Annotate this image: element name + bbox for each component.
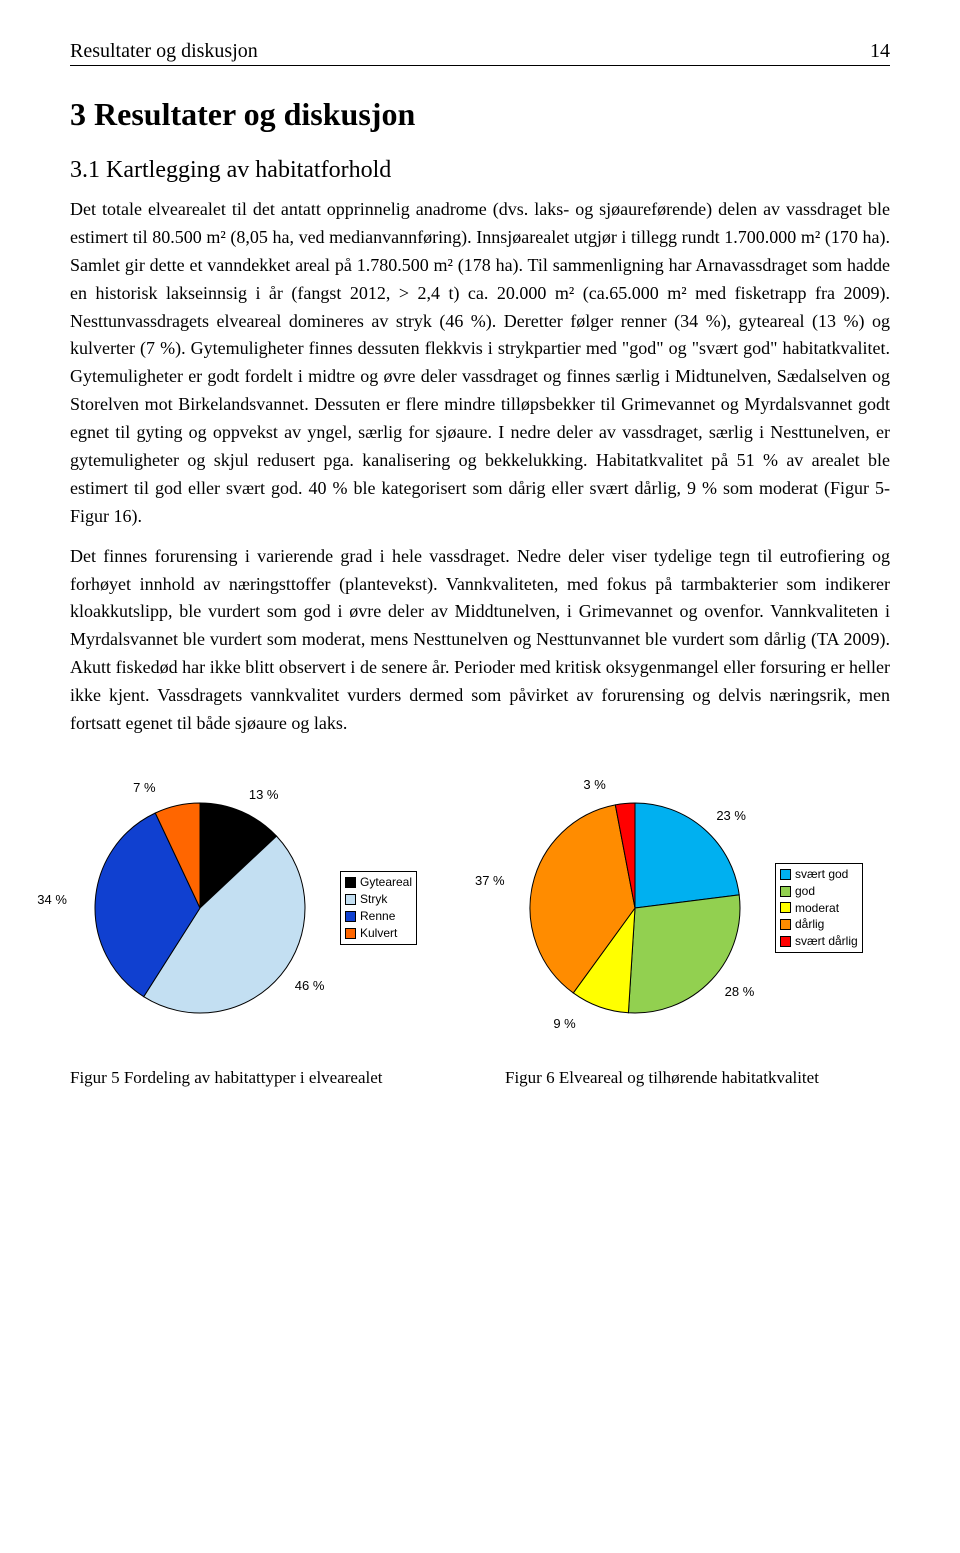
legend-item: svært dårlig: [780, 933, 858, 950]
legend-left: GytearealStrykRenneKulvert: [340, 871, 417, 944]
page-header: Resultater og diskusjon 14: [70, 40, 890, 66]
legend-swatch: [780, 936, 791, 947]
pie-slice-label: 37 %: [475, 873, 505, 888]
legend-label: Gyteareal: [360, 874, 412, 891]
legend-label: Kulvert: [360, 925, 397, 942]
pie-slice-label: 3 %: [583, 777, 605, 792]
legend-right: svært godgodmoderatdårligsvært dårlig: [775, 863, 863, 953]
legend-swatch: [780, 902, 791, 913]
captions-row: Figur 5 Fordeling av habitattyper i elve…: [70, 1068, 890, 1088]
legend-item: god: [780, 883, 858, 900]
chart-right-block: 23 %28 %9 %37 %3 % svært godgodmoderatdå…: [505, 778, 890, 1038]
page-number: 14: [870, 40, 890, 63]
pie-slice-label: 34 %: [37, 892, 67, 907]
legend-label: svært dårlig: [795, 933, 858, 950]
legend-item: svært god: [780, 866, 858, 883]
legend-swatch: [345, 911, 356, 922]
running-title: Resultater og diskusjon: [70, 40, 258, 63]
legend-label: Stryk: [360, 891, 387, 908]
legend-label: god: [795, 883, 815, 900]
legend-swatch: [345, 928, 356, 939]
pie-slice-label: 28 %: [725, 984, 755, 999]
paragraph-2: Det finnes forurensing i varierende grad…: [70, 543, 890, 738]
pie-slice-label: 13 %: [249, 787, 279, 802]
legend-swatch: [780, 869, 791, 880]
legend-swatch: [345, 894, 356, 905]
paragraph-1: Det totale elvearealet til det antatt op…: [70, 196, 890, 531]
legend-label: svært god: [795, 866, 848, 883]
chart-right-piewrap: 23 %28 %9 %37 %3 %: [505, 778, 765, 1038]
legend-item: Stryk: [345, 891, 412, 908]
legend-item: Gyteareal: [345, 874, 412, 891]
chart-left-block: 13 %46 %34 %7 % GytearealStrykRenneKulve…: [70, 778, 455, 1038]
legend-label: dårlig: [795, 916, 824, 933]
section-heading-1: 3 Resultater og diskusjon: [70, 96, 890, 133]
section-heading-2: 3.1 Kartlegging av habitatforhold: [70, 157, 890, 184]
chart-right-area: 23 %28 %9 %37 %3 % svært godgodmoderatdå…: [505, 778, 890, 1038]
legend-swatch: [780, 919, 791, 930]
pie-slice-label: 23 %: [716, 808, 746, 823]
legend-item: Kulvert: [345, 925, 412, 942]
pie-slice: [628, 895, 740, 1013]
caption-left: Figur 5 Fordeling av habitattyper i elve…: [70, 1068, 455, 1088]
chart-left-piewrap: 13 %46 %34 %7 %: [70, 778, 330, 1038]
legend-item: dårlig: [780, 916, 858, 933]
legend-label: moderat: [795, 900, 839, 917]
legend-item: Renne: [345, 908, 412, 925]
legend-swatch: [345, 877, 356, 888]
legend-swatch: [780, 886, 791, 897]
pie-slice-label: 46 %: [295, 978, 325, 993]
legend-label: Renne: [360, 908, 395, 925]
charts-row: 13 %46 %34 %7 % GytearealStrykRenneKulve…: [70, 778, 890, 1038]
legend-item: moderat: [780, 900, 858, 917]
pie-slice-label: 7 %: [133, 780, 155, 795]
pie-slice-label: 9 %: [553, 1016, 575, 1031]
pie-chart-left: [70, 778, 330, 1038]
chart-left-area: 13 %46 %34 %7 % GytearealStrykRenneKulve…: [70, 778, 455, 1038]
caption-right: Figur 6 Elveareal og tilhørende habitatk…: [505, 1068, 890, 1088]
